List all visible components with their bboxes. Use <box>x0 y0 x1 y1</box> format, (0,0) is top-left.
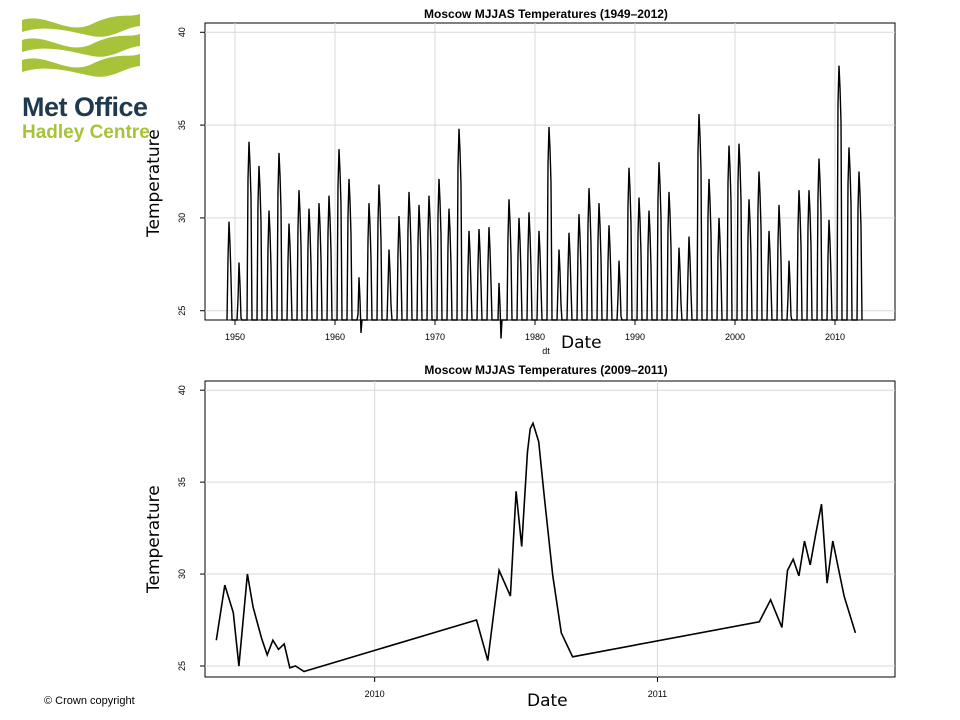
chart2-x-tick-label: 2011 <box>648 689 667 699</box>
chart1-x-tick-label: 1980 <box>525 332 545 342</box>
chart1-y-tick-label: 30 <box>177 213 187 223</box>
chart1-x-tick-label: 1970 <box>425 332 445 342</box>
chart1-x-tick-label: 1990 <box>625 332 645 342</box>
wave-logo-icon <box>22 14 140 77</box>
chart2-y-tick-label: 35 <box>177 477 187 487</box>
met-office-logo: Met Office Hadley Centre <box>22 14 172 144</box>
copyright-notice: © Crown copyright <box>44 695 135 707</box>
chart2-y-tick-label: 30 <box>177 569 187 579</box>
chart2-series-line <box>215 421 857 673</box>
chart2-plot-frame <box>204 380 896 678</box>
chart1-y-tick-label: 25 <box>177 306 187 316</box>
chart2-x-tick-label: 2010 <box>365 689 385 699</box>
chart2-y-axis-label: Temperature <box>144 485 164 593</box>
chart1-x-axis-small-label: dt <box>542 346 550 356</box>
chart2-y-tick-label: 25 <box>177 661 187 671</box>
chart1-x-tick-label: 1950 <box>225 332 245 342</box>
chart2-title: Moscow MJJAS Temperatures (2009–2011) <box>424 363 667 377</box>
chart1-x-tick-label: 2010 <box>825 332 845 342</box>
chart1-title: Moscow MJJAS Temperatures (1949–2012) <box>424 7 668 21</box>
chart2-x-axis-label: Date <box>527 691 568 711</box>
logo-text-hadley-centre: Hadley Centre <box>22 122 150 143</box>
chart1-x-axis-label: Date <box>561 333 602 353</box>
chart1-series-line <box>226 65 863 339</box>
logo-text-met-office: Met Office <box>22 92 148 122</box>
chart1-x-tick-label: 1960 <box>325 332 345 342</box>
chart2-y-tick-label: 40 <box>177 385 187 395</box>
chart1-plot-frame <box>204 22 896 321</box>
chart1-x-tick-label: 2000 <box>725 332 745 342</box>
chart1-y-axis-label: Temperature <box>144 129 164 237</box>
chart1-y-tick-label: 35 <box>177 120 187 130</box>
chart1-y-tick-label: 40 <box>177 27 187 37</box>
